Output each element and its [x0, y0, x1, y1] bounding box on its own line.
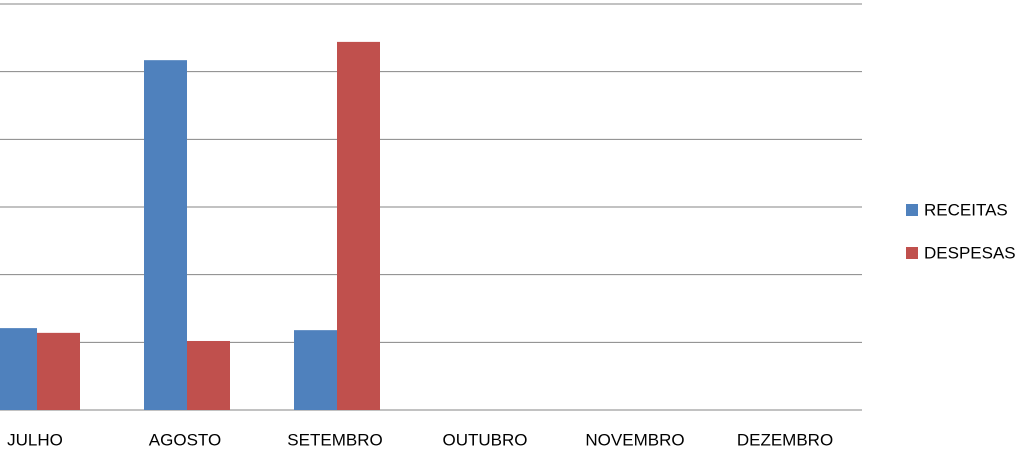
- legend-label: DESPESAS: [924, 243, 1016, 262]
- bar: [337, 41, 380, 410]
- bar: [144, 60, 187, 411]
- bar: [0, 328, 37, 410]
- legend-swatch: [906, 204, 918, 216]
- x-tick-label: AGOSTO: [149, 430, 221, 449]
- legend-label: RECEITAS: [924, 200, 1008, 219]
- x-tick-label: DEZEMBRO: [737, 430, 833, 449]
- bar: [294, 330, 337, 410]
- bar: [187, 340, 230, 410]
- x-tick-label: NOVEMBRO: [585, 430, 684, 449]
- x-tick-label: SETEMBRO: [287, 430, 382, 449]
- bar: [37, 332, 80, 410]
- legend-swatch: [906, 247, 918, 259]
- x-tick-label: JULHO: [7, 430, 63, 449]
- x-tick-label: OUTUBRO: [443, 430, 528, 449]
